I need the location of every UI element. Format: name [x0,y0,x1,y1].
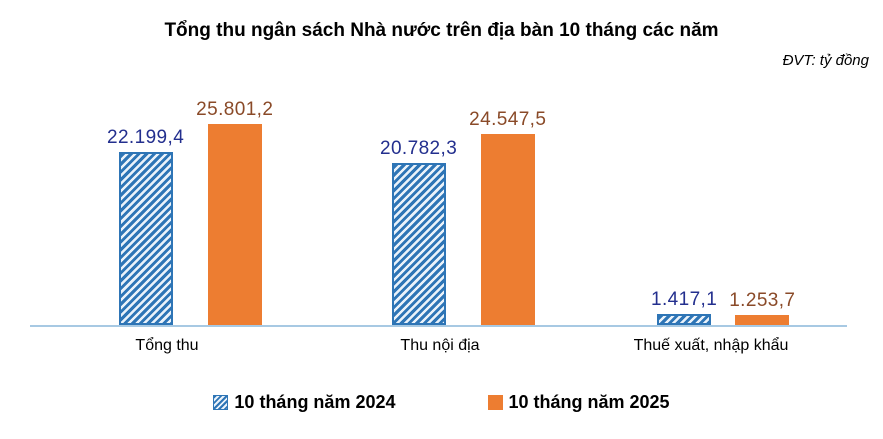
legend-label-2024: 10 tháng năm 2024 [234,392,396,412]
category-label-thue-xuat-nhap-khau: Thuế xuất, nhập khẩu [633,337,789,354]
data-label-2024: 20.782,3 [380,138,458,160]
plot-area: Tổng thu Thu nội địa Thuế xuất, nhập khẩ… [30,99,847,354]
legend-marker-solid-icon [487,395,503,410]
data-label-2025: 25.801,2 [196,99,274,121]
bar-2024[interactable] [657,314,712,325]
chart-title: Tổng thu ngân sách Nhà nước trên địa bàn… [164,20,719,41]
bar-wrap: 25.801,2 [196,99,273,325]
legend-label-2025: 10 tháng năm 2025 [508,392,670,412]
bar-group-2: 20.782,3 24.547,5 [380,109,546,325]
bar-2024[interactable] [118,152,173,325]
bar-wrap: 20.782,3 [380,138,457,325]
unit-note: ĐVT: tỷ đồng [782,52,869,69]
category-label-thu-noi-dia: Thu nội địa [400,337,480,354]
legend-entry-2024[interactable]: 10 tháng năm 2024 [213,392,396,413]
bar-group-3: 1.417,1 1.253,7 [651,289,795,325]
data-label-2024: 1.417,1 [651,289,718,310]
data-label-2025: 1.253,7 [729,290,796,312]
bar-wrap: 22.199,4 [107,127,184,325]
bar-2024[interactable] [391,163,446,325]
legend: 10 tháng năm 2024 10 tháng năm 2025 [0,392,883,413]
category-label-tong-thu: Tổng thu [135,337,199,354]
bar-group-1: 22.199,4 25.801,2 [107,99,273,325]
bar-wrap: 1.417,1 [651,289,717,325]
legend-marker-hatched-icon [213,395,229,410]
data-label-2024: 22.199,4 [107,127,185,149]
bar-2025[interactable] [735,315,790,325]
data-label-2025: 24.547,5 [469,108,547,130]
bar-2025[interactable] [207,124,262,325]
legend-entry-2025[interactable]: 10 tháng năm 2025 [487,392,670,413]
bar-2025[interactable] [480,133,535,325]
bar-wrap: 24.547,5 [469,109,546,325]
bar-wrap: 1.253,7 [729,290,795,325]
